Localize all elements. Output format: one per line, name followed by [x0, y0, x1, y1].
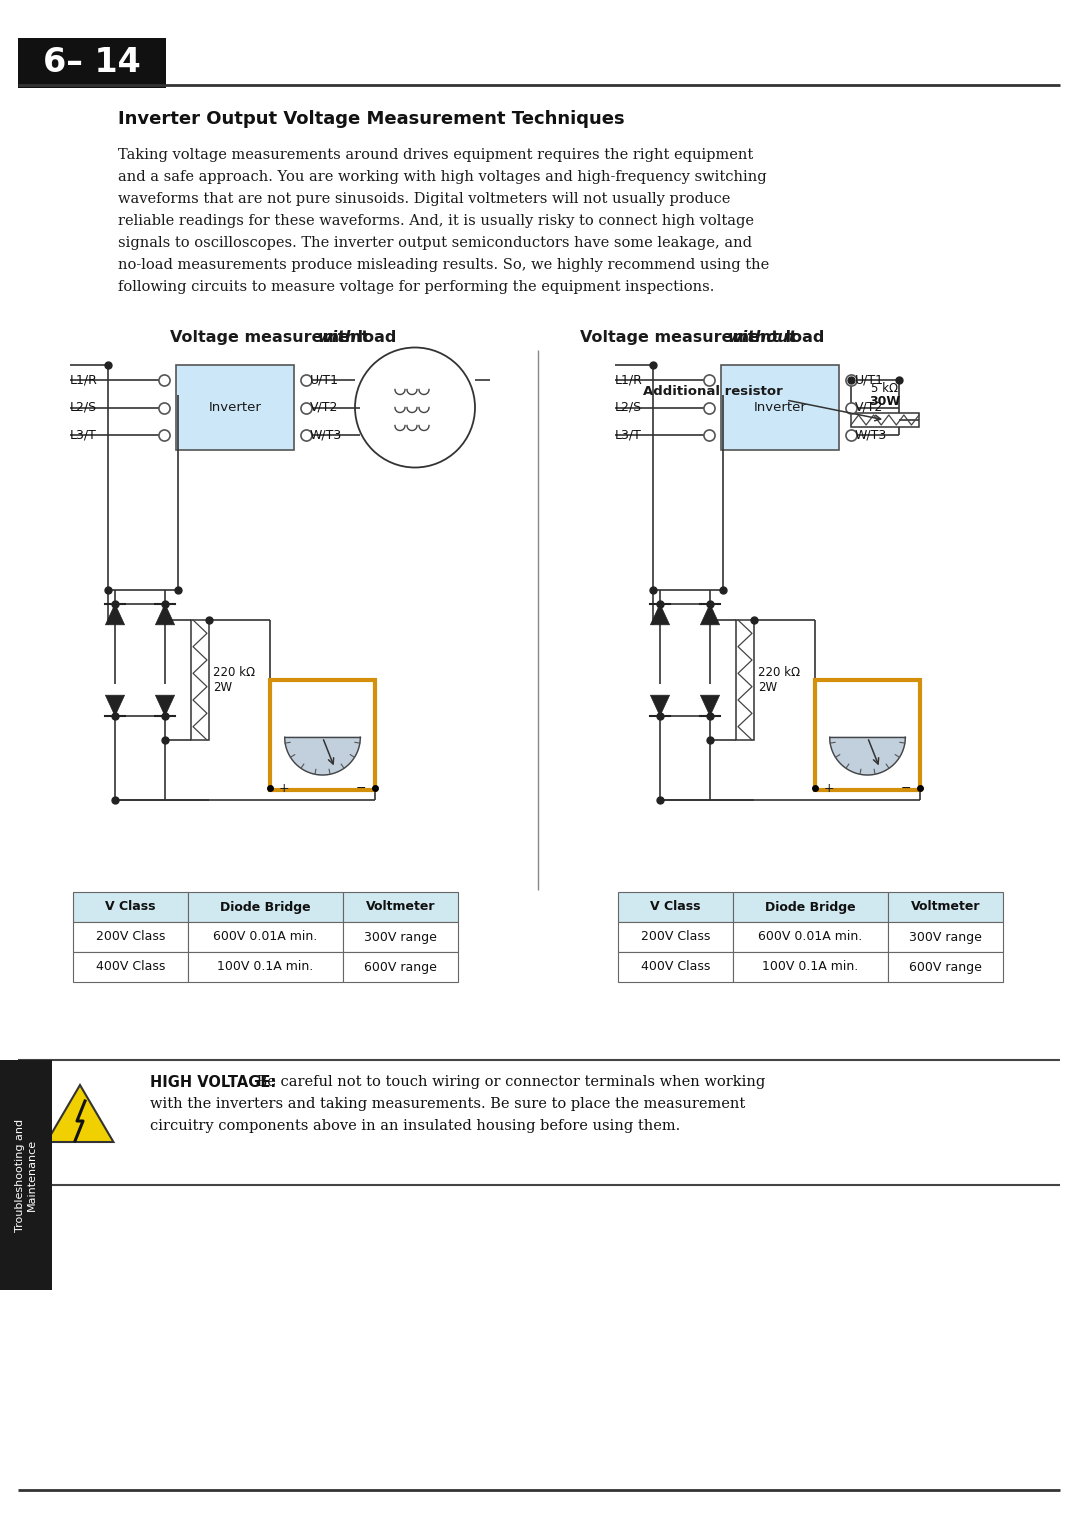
Text: W/T3: W/T3 — [855, 428, 888, 442]
Polygon shape — [701, 695, 719, 716]
Bar — [618, 953, 733, 982]
Text: with: with — [318, 330, 357, 345]
Text: 300V range: 300V range — [909, 931, 982, 943]
Text: V/T2: V/T2 — [855, 400, 883, 414]
Bar — [888, 953, 1003, 982]
Bar — [176, 365, 294, 449]
Text: L1/R: L1/R — [615, 373, 643, 387]
Text: V Class: V Class — [650, 900, 701, 914]
Text: HIGH VOLTAGE:: HIGH VOLTAGE: — [150, 1075, 276, 1091]
Polygon shape — [156, 604, 175, 624]
Polygon shape — [106, 695, 124, 716]
Text: 5 kΩ: 5 kΩ — [872, 382, 899, 394]
Text: U/T1: U/T1 — [310, 373, 339, 387]
Text: no-load measurements produce misleading results. So, we highly recommend using t: no-load measurements produce misleading … — [118, 258, 769, 272]
Text: Voltmeter: Voltmeter — [366, 900, 435, 914]
Bar — [815, 680, 920, 790]
Text: +: + — [279, 782, 289, 795]
Text: 200V Class: 200V Class — [640, 931, 711, 943]
Bar — [73, 953, 188, 982]
Bar — [343, 922, 458, 953]
Polygon shape — [650, 604, 670, 624]
Text: 400V Class: 400V Class — [640, 960, 711, 974]
Text: 600V range: 600V range — [909, 960, 982, 974]
Polygon shape — [46, 1085, 113, 1141]
Text: L2/S: L2/S — [615, 400, 643, 414]
Text: L3/T: L3/T — [615, 428, 642, 442]
Polygon shape — [156, 695, 175, 716]
Text: U/T1: U/T1 — [855, 373, 885, 387]
Text: V Class: V Class — [105, 900, 156, 914]
Text: Troubleshooting and
Maintenance: Troubleshooting and Maintenance — [15, 1118, 37, 1232]
Bar — [733, 953, 888, 982]
Text: 600V range: 600V range — [364, 960, 437, 974]
Text: W/T3: W/T3 — [310, 428, 342, 442]
Text: Inverter: Inverter — [208, 400, 261, 414]
Text: V/T2: V/T2 — [310, 400, 338, 414]
Text: Diode Bridge: Diode Bridge — [220, 900, 311, 914]
Bar — [343, 953, 458, 982]
Bar — [851, 413, 919, 426]
Text: following circuits to measure voltage for performing the equipment inspections.: following circuits to measure voltage fo… — [118, 281, 714, 295]
Text: −: − — [901, 782, 912, 795]
Text: without: without — [728, 330, 797, 345]
Text: Inverter Output Voltage Measurement Techniques: Inverter Output Voltage Measurement Tech… — [118, 110, 624, 127]
Bar — [188, 953, 343, 982]
Text: 100V 0.1A min.: 100V 0.1A min. — [217, 960, 313, 974]
Polygon shape — [701, 604, 719, 624]
Bar — [343, 891, 458, 922]
Bar — [270, 680, 375, 790]
Text: reliable readings for these waveforms. And, it is usually risky to connect high : reliable readings for these waveforms. A… — [118, 215, 754, 229]
Bar — [73, 922, 188, 953]
Bar — [618, 922, 733, 953]
Bar — [188, 891, 343, 922]
Bar — [733, 891, 888, 922]
Text: Taking voltage measurements around drives equipment requires the right equipment: Taking voltage measurements around drive… — [118, 147, 753, 163]
Text: Voltage measurement: Voltage measurement — [580, 330, 785, 345]
Text: signals to oscilloscopes. The inverter output semiconductors have some leakage, : signals to oscilloscopes. The inverter o… — [118, 236, 752, 250]
Text: L3/T: L3/T — [70, 428, 97, 442]
Bar — [888, 891, 1003, 922]
Text: 100V 0.1A min.: 100V 0.1A min. — [762, 960, 859, 974]
Text: 300V range: 300V range — [364, 931, 437, 943]
Text: Be careful not to touch wiring or connector terminals when working: Be careful not to touch wiring or connec… — [252, 1075, 766, 1089]
Text: and a safe approach. You are working with high voltages and high-frequency switc: and a safe approach. You are working wit… — [118, 170, 767, 184]
Text: 600V 0.01A min.: 600V 0.01A min. — [758, 931, 863, 943]
Bar — [735, 620, 754, 739]
Text: Voltage measurement: Voltage measurement — [170, 330, 375, 345]
Text: 600V 0.01A min.: 600V 0.01A min. — [214, 931, 318, 943]
Polygon shape — [829, 738, 905, 775]
Text: Diode Bridge: Diode Bridge — [766, 900, 855, 914]
Bar — [618, 891, 733, 922]
Text: 220 kΩ
2W: 220 kΩ 2W — [213, 666, 255, 693]
Polygon shape — [650, 695, 670, 716]
Text: load: load — [352, 330, 396, 345]
Text: waveforms that are not pure sinusoids. Digital voltmeters will not usually produ: waveforms that are not pure sinusoids. D… — [118, 192, 730, 206]
Text: Voltmeter: Voltmeter — [910, 900, 981, 914]
Text: 6– 14: 6– 14 — [43, 46, 140, 80]
Text: L1/R: L1/R — [70, 373, 98, 387]
Text: L2/S: L2/S — [70, 400, 97, 414]
Bar — [188, 922, 343, 953]
Text: 30W: 30W — [869, 394, 901, 408]
Polygon shape — [285, 738, 361, 775]
Text: Additional resistor: Additional resistor — [644, 385, 783, 397]
Text: 220 kΩ
2W: 220 kΩ 2W — [758, 666, 800, 693]
Text: +: + — [824, 782, 835, 795]
Bar — [888, 922, 1003, 953]
Text: 200V Class: 200V Class — [96, 931, 165, 943]
Bar — [733, 922, 888, 953]
Bar — [0, 1060, 52, 1290]
Bar — [191, 620, 210, 739]
Text: −: − — [355, 782, 366, 795]
Bar — [721, 365, 839, 449]
Text: with the inverters and taking measurements. Be sure to place the measurement: with the inverters and taking measuremen… — [150, 1097, 745, 1111]
Text: Inverter: Inverter — [754, 400, 807, 414]
Polygon shape — [106, 604, 124, 624]
Text: 400V Class: 400V Class — [96, 960, 165, 974]
Bar — [73, 891, 188, 922]
Text: load: load — [780, 330, 824, 345]
Bar — [18, 38, 166, 87]
Text: circuitry components above in an insulated housing before using them.: circuitry components above in an insulat… — [150, 1118, 680, 1134]
